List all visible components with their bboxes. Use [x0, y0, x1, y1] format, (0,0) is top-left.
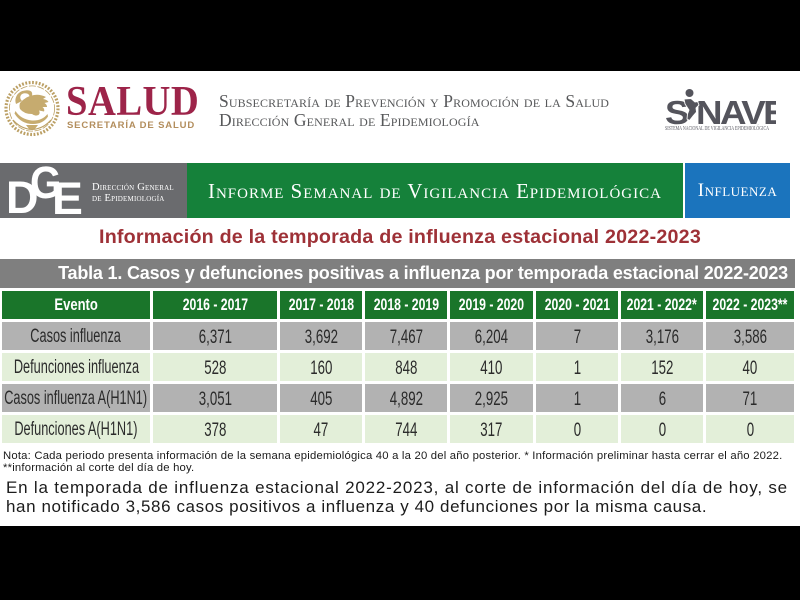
- svg-text:NAVE: NAVE: [696, 95, 776, 132]
- svg-text:SISTEMA NACIONAL DE VIGILANCIA: SISTEMA NACIONAL DE VIGILANCIA EPIDEMIOL…: [665, 124, 770, 132]
